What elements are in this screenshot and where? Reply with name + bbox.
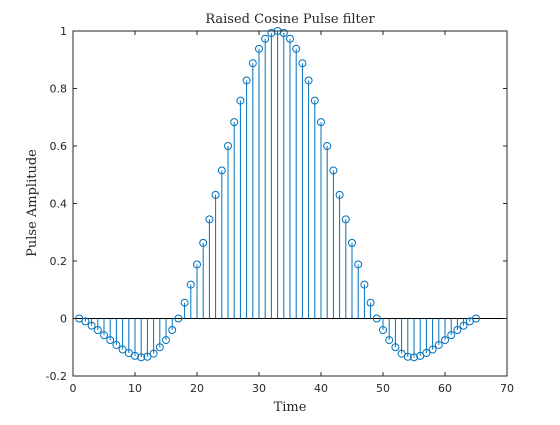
stem-marker <box>453 326 462 334</box>
stem-marker <box>87 321 96 330</box>
x-tick-label: 50 <box>376 382 390 395</box>
stem-marker <box>131 351 139 360</box>
stem-marker <box>236 96 245 105</box>
y-axis-label: Pulse Amplitude <box>25 149 40 257</box>
stem-marker <box>255 44 263 53</box>
stem-marker <box>292 44 301 53</box>
stem-marker <box>372 314 381 323</box>
stem-marker <box>81 317 90 326</box>
y-tick-label: 1 <box>60 25 67 38</box>
x-tick-label: 0 <box>70 382 77 395</box>
stem-marker <box>149 349 158 358</box>
stem-marker <box>379 326 387 334</box>
stem-marker <box>441 336 449 345</box>
stem-marker <box>137 353 146 362</box>
stem-marker <box>118 345 127 354</box>
x-tick-label: 30 <box>252 382 266 395</box>
stem-marker <box>298 59 307 68</box>
stem-marker <box>224 142 232 150</box>
stem-marker <box>335 190 344 199</box>
stem-marker <box>329 166 338 175</box>
stem-marker <box>348 238 356 247</box>
stem-marker <box>360 280 369 289</box>
y-tick-label: 0.6 <box>50 140 68 153</box>
stem-marker <box>106 336 115 345</box>
stem-marker <box>422 349 431 357</box>
stem-marker <box>168 326 177 334</box>
stem-marker <box>385 336 394 345</box>
x-axis-label: Time <box>274 400 307 415</box>
stem-marker <box>459 321 468 330</box>
y-tick-label: 0 <box>60 313 67 326</box>
stem-marker <box>304 76 313 85</box>
stem-marker <box>472 314 480 323</box>
stem-marker <box>323 142 332 150</box>
chart-title: Raised Cosine Pulse filter <box>205 12 375 27</box>
stem-marker <box>366 298 375 307</box>
stem-marker <box>410 353 418 362</box>
stem-marker <box>93 326 102 334</box>
stem-marker <box>143 352 152 361</box>
stem-marker <box>279 29 288 38</box>
y-tick-label: 0.4 <box>50 198 68 211</box>
stem-marker <box>199 238 208 247</box>
stem-marker <box>248 59 257 68</box>
stem-marker <box>447 331 456 340</box>
stem-marker <box>341 215 350 224</box>
stem-marker <box>317 118 325 127</box>
stem-marker <box>310 96 319 105</box>
x-tick-label: 40 <box>314 382 328 395</box>
stem-marker <box>193 260 201 269</box>
stem-marker <box>211 190 220 199</box>
stem-marker <box>286 34 294 43</box>
stem-marker <box>403 352 412 361</box>
stem-marker <box>428 345 437 354</box>
x-tick-label: 20 <box>190 382 204 395</box>
stem-marker <box>434 340 443 349</box>
x-tick-label: 10 <box>128 382 142 395</box>
stem-marker <box>155 343 164 352</box>
stem-marker <box>397 349 406 358</box>
stem-marker <box>180 298 189 307</box>
stem-marker <box>100 331 108 340</box>
y-tick-label: 0.8 <box>50 83 68 96</box>
stem-marker <box>230 118 239 127</box>
stem-marker <box>354 260 363 269</box>
stem-marker <box>261 34 270 43</box>
stem-marker <box>242 76 251 85</box>
y-tick-label: 0.2 <box>50 255 68 268</box>
stem-marker <box>217 166 226 175</box>
y-tick-label: -0.2 <box>46 370 67 383</box>
stem-marker <box>162 336 170 345</box>
stem-marker <box>186 280 195 289</box>
x-tick-label: 60 <box>438 382 452 395</box>
stem-marker <box>205 215 214 224</box>
x-tick-label: 70 <box>500 382 514 395</box>
stem-marker <box>391 343 400 352</box>
stem-marker <box>112 340 121 349</box>
stem-marker <box>174 314 183 323</box>
